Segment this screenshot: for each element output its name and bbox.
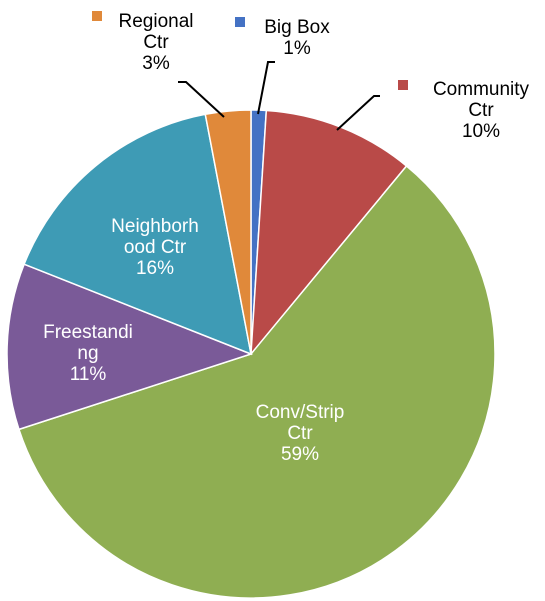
slice-freestanding — [6, 263, 254, 431]
slice-conv-strip-ctr — [17, 164, 496, 599]
leader-line-big-box — [257, 61, 275, 115]
data-label-community-ctr: Community Ctr 10% — [433, 79, 530, 142]
pie-slices — [6, 109, 496, 599]
data-label-line: ood Ctr — [124, 237, 187, 258]
label-key-big-box — [235, 17, 245, 27]
data-label-line: 3% — [142, 53, 170, 74]
leader-line-community-ctr — [336, 95, 380, 131]
data-label-line: Conv/Strip — [256, 402, 345, 423]
slice-neighborhood-ctr — [23, 113, 252, 356]
data-label-conv-strip-ctr: Conv/Strip Ctr 59% — [256, 402, 345, 465]
data-label-line: ng — [77, 343, 98, 364]
data-label-line: 11% — [70, 364, 107, 385]
data-label-line: Freestandi — [43, 322, 133, 343]
data-label-neighborhood-ctr: Neighborh ood Ctr 16% — [111, 216, 199, 279]
data-label-line: Neighborh — [111, 216, 199, 237]
data-label-line: Ctr — [143, 32, 169, 53]
leader-line-regional-ctr — [178, 81, 225, 118]
slice-regional-ctr — [204, 109, 252, 355]
data-label-regional-ctr: Regional Ctr 3% — [119, 11, 194, 74]
data-label-line: 1% — [283, 38, 311, 59]
data-label-line: 10% — [462, 121, 500, 142]
leader-lines — [178, 61, 380, 131]
data-label-line: Big Box — [264, 17, 330, 38]
data-label-freestanding: Freestandi ng 11% — [43, 322, 133, 385]
data-label-big-box: Big Box 1% — [264, 17, 330, 59]
data-label-line: Ctr — [468, 100, 494, 121]
data-label-line: Ctr — [287, 423, 313, 444]
label-key-regional-ctr — [92, 11, 102, 21]
data-label-line: Community — [433, 79, 530, 100]
data-label-line: Regional — [119, 11, 194, 32]
data-label-line: 16% — [136, 258, 174, 279]
data-label-line: 59% — [281, 444, 319, 465]
data-labels: Big Box 1%Community Ctr 10%Conv/Strip Ctr 59%… — [43, 11, 530, 465]
label-key-community-ctr — [398, 80, 408, 90]
